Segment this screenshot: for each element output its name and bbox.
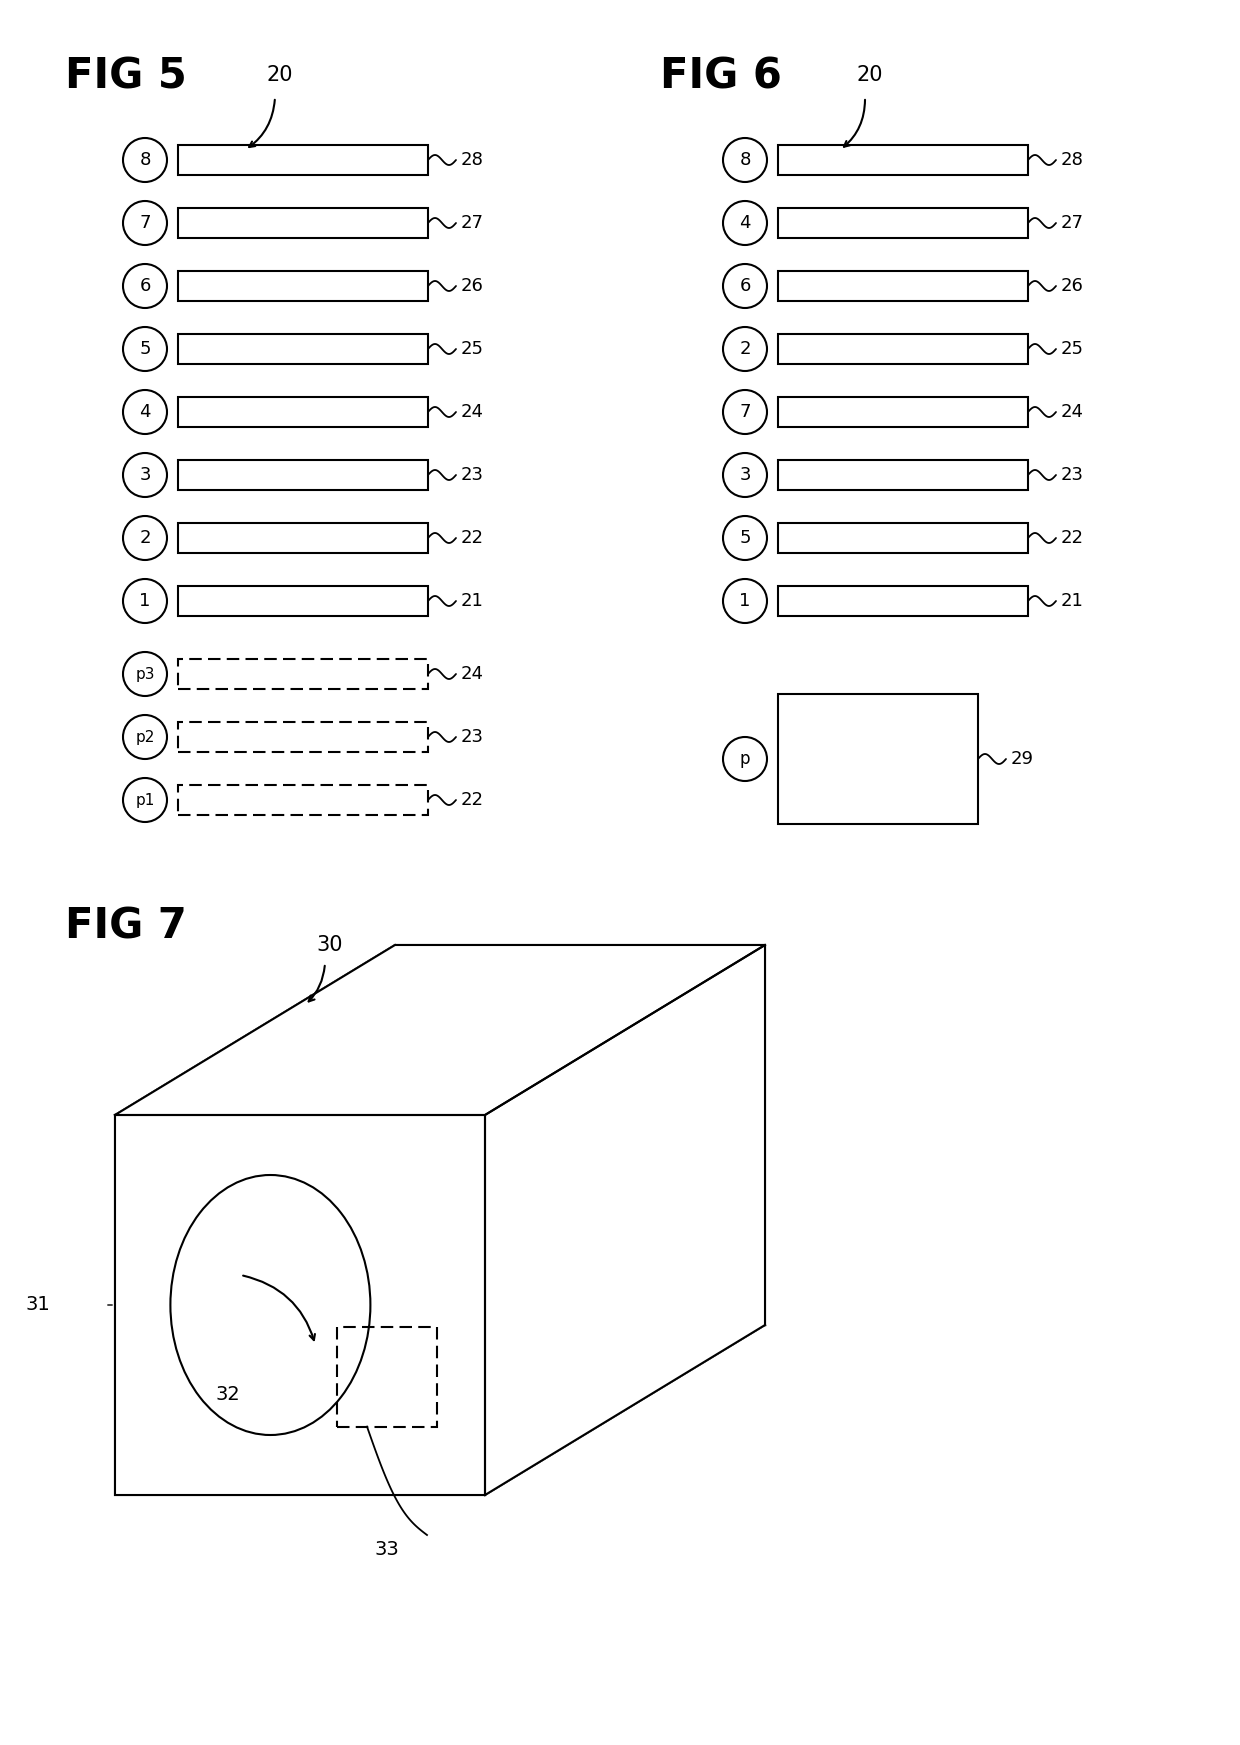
Polygon shape bbox=[485, 946, 765, 1495]
Bar bbox=[179, 270, 428, 300]
Bar bbox=[115, 1115, 485, 1495]
Text: 27: 27 bbox=[461, 215, 484, 232]
Text: 8: 8 bbox=[139, 152, 151, 169]
Text: 22: 22 bbox=[461, 790, 484, 810]
Bar bbox=[337, 1326, 436, 1427]
Text: 6: 6 bbox=[739, 277, 750, 295]
Bar bbox=[179, 145, 428, 174]
Text: 20: 20 bbox=[267, 65, 293, 86]
Text: 30: 30 bbox=[316, 935, 343, 955]
Text: 22: 22 bbox=[1061, 529, 1084, 546]
Bar bbox=[115, 1115, 485, 1495]
Text: 24: 24 bbox=[461, 665, 484, 682]
Bar bbox=[179, 586, 428, 616]
Text: FIG 5: FIG 5 bbox=[64, 56, 187, 98]
Text: 23: 23 bbox=[461, 728, 484, 747]
Text: p1: p1 bbox=[135, 792, 155, 808]
Bar bbox=[179, 722, 428, 752]
Text: p2: p2 bbox=[135, 729, 155, 745]
Text: 3: 3 bbox=[739, 466, 750, 483]
Text: 5: 5 bbox=[739, 529, 750, 546]
Text: p: p bbox=[740, 750, 750, 768]
Text: 25: 25 bbox=[461, 340, 484, 358]
Bar bbox=[179, 333, 428, 365]
Bar bbox=[179, 785, 428, 815]
Text: 28: 28 bbox=[1061, 152, 1084, 169]
Bar bbox=[777, 524, 1028, 553]
Text: 26: 26 bbox=[1061, 277, 1084, 295]
Bar bbox=[777, 398, 1028, 428]
Text: 26: 26 bbox=[461, 277, 484, 295]
Text: 5: 5 bbox=[139, 340, 151, 358]
Text: 24: 24 bbox=[1061, 403, 1084, 421]
Bar bbox=[777, 333, 1028, 365]
Text: 25: 25 bbox=[1061, 340, 1084, 358]
Text: 7: 7 bbox=[139, 215, 151, 232]
Text: FIG 6: FIG 6 bbox=[660, 56, 782, 98]
Bar bbox=[179, 398, 428, 428]
Bar bbox=[777, 270, 1028, 300]
Bar bbox=[179, 461, 428, 490]
Text: FIG 7: FIG 7 bbox=[64, 906, 187, 948]
Text: 4: 4 bbox=[139, 403, 151, 421]
Text: 21: 21 bbox=[461, 592, 484, 611]
Text: 1: 1 bbox=[739, 592, 750, 611]
Text: 28: 28 bbox=[461, 152, 484, 169]
Bar bbox=[777, 145, 1028, 174]
Text: 27: 27 bbox=[1061, 215, 1084, 232]
Text: 7: 7 bbox=[739, 403, 750, 421]
Bar bbox=[179, 660, 428, 689]
Text: 23: 23 bbox=[1061, 466, 1084, 483]
Text: 32: 32 bbox=[216, 1386, 241, 1405]
Text: 22: 22 bbox=[461, 529, 484, 546]
Bar bbox=[777, 695, 978, 824]
Text: 8: 8 bbox=[739, 152, 750, 169]
Text: 1: 1 bbox=[139, 592, 151, 611]
Text: 20: 20 bbox=[857, 65, 883, 86]
Text: 33: 33 bbox=[374, 1541, 399, 1558]
Text: 23: 23 bbox=[461, 466, 484, 483]
Text: 4: 4 bbox=[739, 215, 750, 232]
Text: 3: 3 bbox=[139, 466, 151, 483]
Text: p3: p3 bbox=[135, 667, 155, 682]
Bar bbox=[777, 208, 1028, 237]
Bar bbox=[179, 524, 428, 553]
Bar bbox=[777, 586, 1028, 616]
Bar bbox=[777, 461, 1028, 490]
Bar bbox=[179, 208, 428, 237]
Text: 29: 29 bbox=[1011, 750, 1034, 768]
Text: 21: 21 bbox=[1061, 592, 1084, 611]
Text: 2: 2 bbox=[139, 529, 151, 546]
Text: 31: 31 bbox=[25, 1295, 50, 1314]
Text: 2: 2 bbox=[739, 340, 750, 358]
Text: 6: 6 bbox=[139, 277, 151, 295]
Polygon shape bbox=[115, 946, 765, 1115]
Text: 24: 24 bbox=[461, 403, 484, 421]
